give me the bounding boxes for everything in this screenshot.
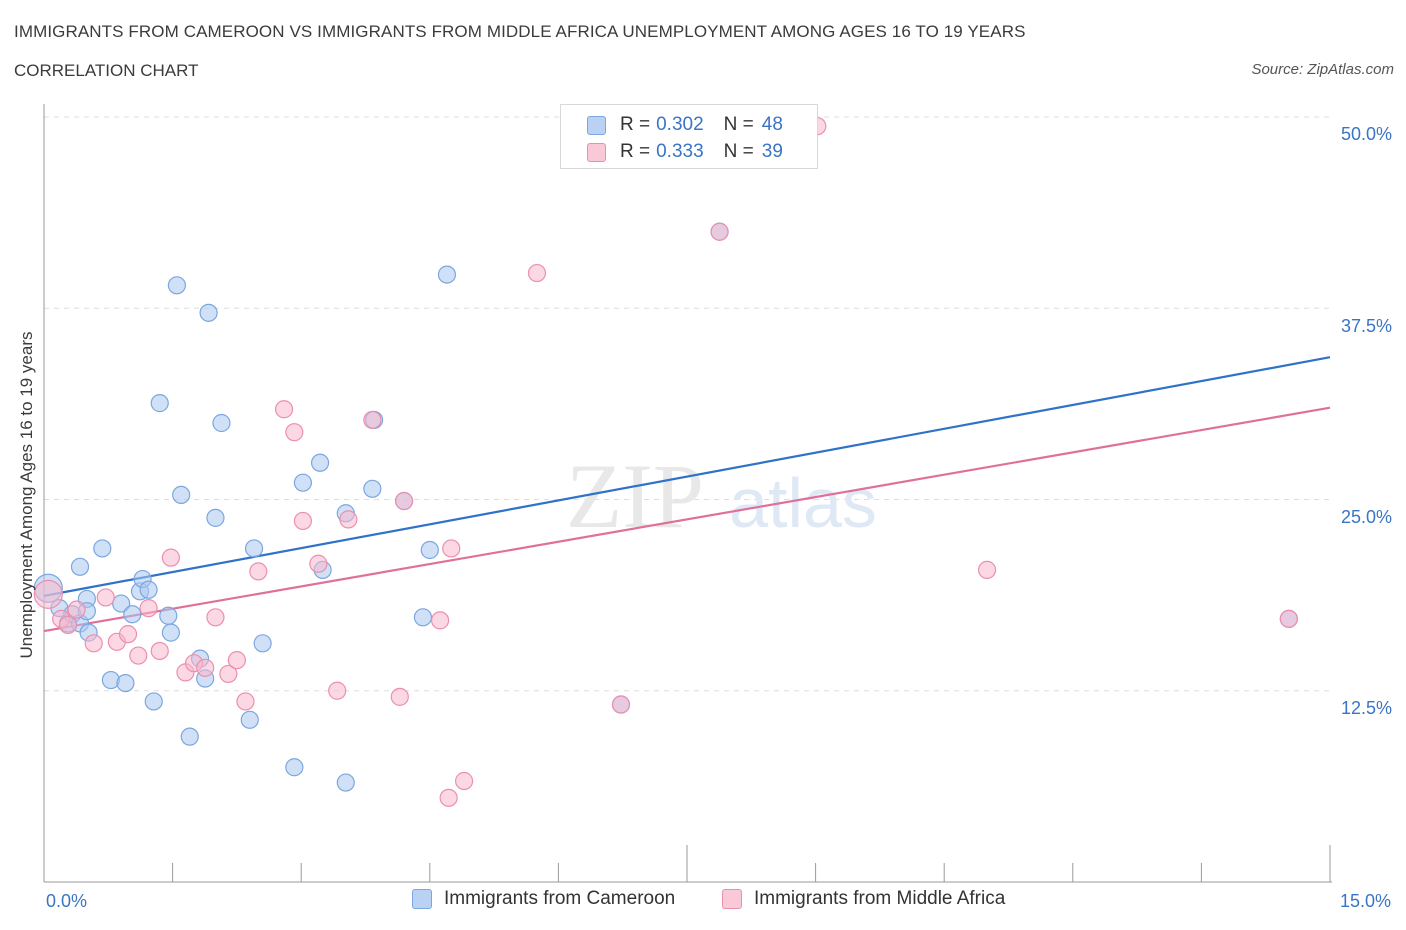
point-middle-africa (196, 658, 215, 677)
data-points (33, 117, 1298, 807)
point-cameroon (93, 539, 112, 558)
point-cameroon (212, 413, 231, 433)
point-cameroon (420, 540, 439, 560)
point-middle-africa (274, 400, 294, 419)
point-cameroon (199, 303, 218, 322)
point-middle-africa (118, 625, 138, 644)
chart-subtitle: CORRELATION CHART (14, 61, 199, 80)
bottom-legend-label-middle-africa: Immigrants from Middle Africa (754, 888, 1006, 909)
point-middle-africa (430, 611, 450, 630)
point-middle-africa (394, 491, 414, 511)
legend-r-value: 0.333 (656, 141, 704, 162)
point-middle-africa (363, 410, 382, 430)
point-middle-africa (293, 511, 313, 531)
legend-n-value: 48 (761, 114, 783, 135)
legend-row-middle-africa: R = 0.333 N = 39 (587, 140, 783, 164)
watermark-zip: ZIP (566, 445, 704, 547)
point-cameroon (285, 758, 304, 777)
point-cameroon (161, 623, 180, 642)
point-cameroon (244, 539, 264, 558)
point-cameroon (253, 634, 272, 653)
point-middle-africa (249, 562, 268, 581)
point-middle-africa (219, 664, 238, 684)
point-cameroon (310, 453, 330, 472)
legend-swatch-cameroon (587, 115, 606, 135)
point-middle-africa (710, 222, 729, 241)
legend-n-label: N = (723, 141, 754, 162)
point-middle-africa (129, 646, 148, 665)
y-tick-label-25: 25.0% (1340, 507, 1392, 527)
point-cameroon (123, 605, 142, 624)
source-label: Source: ZipAtlas.com (1251, 61, 1394, 78)
legend-r-value: 0.302 (656, 114, 704, 135)
point-cameroon (180, 727, 199, 746)
x-tick-label-max: 15.0% (1340, 891, 1392, 911)
y-tick-label-12-5: 12.5% (1340, 698, 1392, 718)
point-cameroon (116, 673, 135, 693)
legend-n-label: N = (723, 114, 754, 135)
bottom-legend-middle-africa: Immigrants from Middle Africa (722, 888, 1005, 910)
point-middle-africa (1279, 609, 1298, 628)
point-cameroon (150, 394, 169, 413)
point-middle-africa (390, 687, 409, 706)
point-middle-africa (309, 554, 328, 573)
bottom-legend-cameroon: Immigrants from Cameroon (412, 888, 675, 910)
point-cameroon (293, 473, 313, 492)
point-cameroon (159, 606, 178, 625)
point-middle-africa (139, 599, 158, 618)
point-cameroon (206, 508, 225, 527)
point-cameroon (413, 608, 433, 627)
trend-line-cameroon (43, 356, 1331, 597)
trend-line-middle-africa (43, 406, 1331, 633)
point-middle-africa (977, 560, 997, 579)
point-cameroon (167, 276, 186, 295)
correlation-legend: R = 0.302 N = 48 R = 0.333 N = 39 (560, 104, 818, 169)
y-tick-label-37-5: 37.5% (1340, 316, 1392, 336)
legend-row-cameroon: R = 0.302 N = 48 (587, 113, 783, 137)
point-cameroon (144, 692, 163, 711)
point-middle-africa (439, 788, 458, 807)
point-cameroon (112, 594, 131, 613)
chart-title: IMMIGRANTS FROM CAMEROON VS IMMIGRANTS F… (14, 22, 1026, 41)
point-cameroon (70, 557, 90, 576)
grid-lines (44, 116, 1330, 692)
point-middle-africa (339, 510, 358, 529)
point-cameroon (363, 479, 382, 498)
legend-swatch-middle-africa (587, 142, 606, 162)
y-tick-label-50: 50.0% (1340, 124, 1392, 144)
watermark: ZIP atlas (566, 445, 877, 547)
point-middle-africa (285, 423, 304, 442)
point-cameroon (336, 773, 355, 792)
point-middle-africa (96, 588, 115, 607)
point-middle-africa (58, 615, 78, 635)
point-middle-africa (527, 263, 547, 283)
x-tick-label-min: 0.0% (46, 891, 88, 911)
bottom-legend-label-cameroon: Immigrants from Cameroon (444, 888, 676, 909)
bottom-legend-swatch-cameroon (412, 889, 432, 909)
point-middle-africa (33, 579, 63, 609)
watermark-atlas: atlas (729, 464, 877, 542)
point-middle-africa (328, 681, 347, 700)
legend-r-label: R = (620, 114, 651, 135)
bottom-legend-swatch-middle-africa (722, 889, 742, 909)
point-middle-africa (611, 695, 631, 714)
point-cameroon (437, 265, 457, 284)
legend-n-value: 39 (761, 141, 783, 162)
point-middle-africa (442, 539, 461, 558)
point-middle-africa (454, 771, 474, 791)
y-axis-label: Unemployment Among Ages 16 to 19 years (17, 331, 36, 659)
point-middle-africa (227, 651, 246, 670)
point-cameroon (139, 580, 158, 599)
point-cameroon (172, 485, 191, 505)
axes (43, 104, 1332, 883)
point-middle-africa (206, 608, 225, 627)
point-middle-africa (67, 600, 86, 619)
point-middle-africa (84, 634, 103, 653)
point-cameroon (240, 710, 259, 729)
point-middle-africa (236, 692, 255, 711)
point-middle-africa (150, 641, 169, 661)
point-middle-africa (161, 548, 180, 567)
legend-r-label: R = (620, 141, 651, 162)
